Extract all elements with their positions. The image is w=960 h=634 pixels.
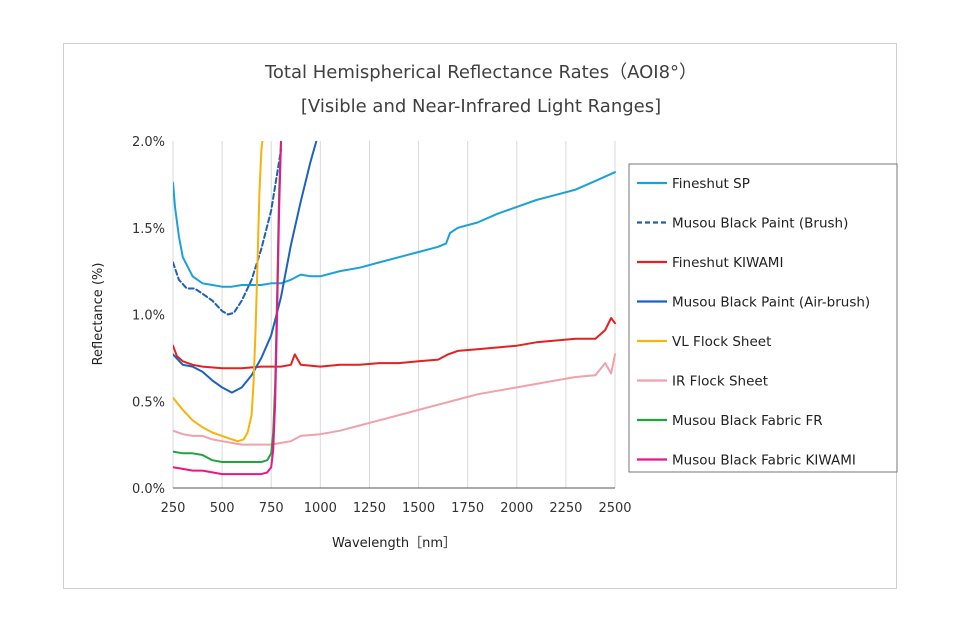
chart-svg: Total Hemispherical Reflectance Rates（AO…: [91, 62, 898, 551]
x-tick-label: 2500: [598, 501, 631, 516]
legend-box: [628, 163, 898, 473]
series-line-1: [173, 148, 282, 316]
x-tick-label: 1000: [304, 501, 337, 516]
series-line-6: [173, 141, 282, 463]
x-tick-label: 1250: [353, 501, 386, 516]
series-line-7: [173, 141, 282, 476]
x-tick-label: 250: [161, 501, 186, 516]
x-tick-label: 750: [259, 501, 284, 516]
series-line-5: [173, 353, 616, 446]
y-tick-label: 2.0%: [132, 135, 165, 150]
legend-label-4: VL Flock Sheet: [672, 334, 771, 350]
series-line-3: [173, 141, 318, 394]
series-line-2: [173, 317, 616, 370]
legend-label-3: Musou Black Paint (Air-brush): [672, 295, 870, 311]
y-tick-label: 1.0%: [132, 309, 165, 324]
x-tick-label: 1750: [451, 501, 484, 516]
y-axis-label: Reflectance (%): [91, 263, 106, 366]
x-tick-label: 500: [210, 501, 235, 516]
chart-title: Total Hemispherical Reflectance Rates（AO…: [264, 62, 697, 83]
series-lines: [173, 141, 616, 476]
grid-lines: [172, 141, 616, 488]
x-axis-label: Wavelength［nm］: [332, 536, 456, 551]
y-tick-label: 1.5%: [132, 222, 165, 237]
y-tick-label: 0.5%: [132, 395, 165, 410]
x-tick-label: 1500: [402, 501, 435, 516]
y-tick-labels: 0.0% 0.5% 1.0% 1.5% 2.0%: [132, 135, 165, 497]
series-line-4: [173, 141, 264, 443]
y-tick-label: 0.0%: [132, 482, 165, 497]
legend-label-0: Fineshut SP: [672, 176, 750, 192]
x-tick-labels: 250 500 750 1000 1250 1500 1750 2000 2250 2500: [161, 501, 632, 516]
legend-label-2: Fineshut KIWAMI: [672, 255, 783, 271]
legend-label-6: Musou Black Fabric FR: [672, 413, 823, 429]
x-tick-label: 2000: [500, 501, 533, 516]
legend-label-5: IR Flock Sheet: [672, 374, 768, 390]
series-line-0: [173, 171, 616, 288]
x-tick-label: 2250: [549, 501, 582, 516]
chart-frame: Total Hemispherical Reflectance Rates（AO…: [63, 43, 898, 589]
chart-subtitle: [Visible and Near-Infrared Light Ranges]: [301, 96, 661, 117]
legend-label-7: Musou Black Fabric KIWAMI: [672, 453, 856, 469]
legend-label-1: Musou Black Paint (Brush): [672, 216, 848, 232]
legend: Fineshut SP Musou Black Paint (Brush) Fine…: [628, 163, 898, 473]
